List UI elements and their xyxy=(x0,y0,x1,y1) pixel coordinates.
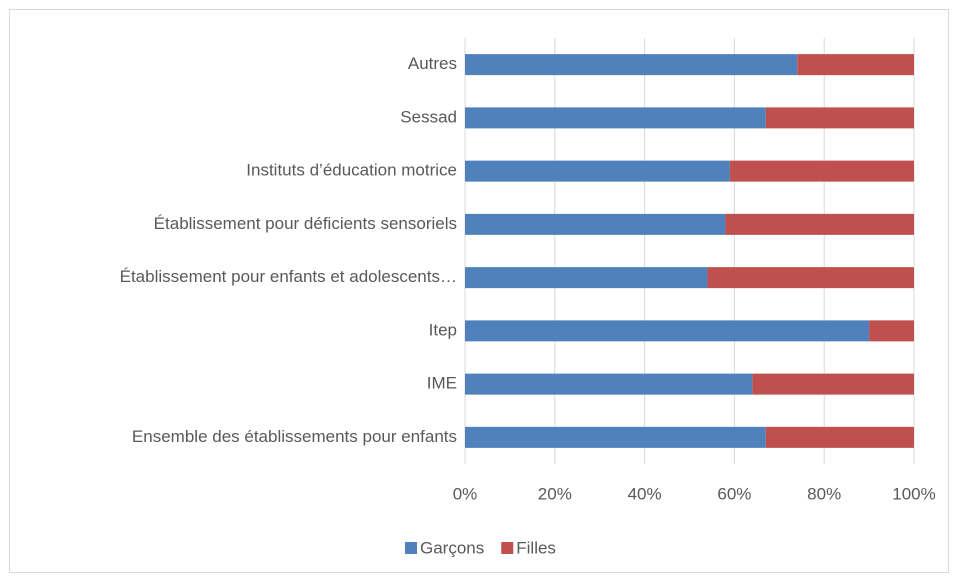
y-tick-label: Établissement pour enfants et adolescent… xyxy=(120,267,457,286)
x-tick-label: 60% xyxy=(717,484,751,503)
bar-segment xyxy=(752,373,914,395)
bar-segment xyxy=(465,267,708,289)
bar-segment xyxy=(725,213,914,235)
y-tick-label: Ensemble des établissements pour enfants xyxy=(132,427,457,446)
bar-segment xyxy=(465,426,766,448)
bar-segment xyxy=(465,160,730,182)
bar-segment xyxy=(465,213,726,235)
legend-swatch xyxy=(501,542,514,554)
x-tick-label: 0% xyxy=(453,484,478,503)
legend-label: Garçons xyxy=(420,538,484,557)
x-tick-label: 40% xyxy=(628,484,662,503)
y-tick-label: Itep xyxy=(429,320,457,339)
y-tick-label: Autres xyxy=(408,54,457,73)
y-tick-label: Instituts d’éducation motrice xyxy=(246,161,457,180)
bar-segment xyxy=(707,267,914,289)
bar-segment xyxy=(797,54,914,76)
bar-segment xyxy=(765,107,914,129)
x-tick-label: 80% xyxy=(807,484,841,503)
chart-border xyxy=(9,9,949,573)
legend-swatch xyxy=(405,542,417,554)
bar-segment xyxy=(765,426,914,448)
legend-label: Filles xyxy=(516,538,556,557)
x-tick-label: 20% xyxy=(538,484,572,503)
bar-segment xyxy=(869,320,914,342)
y-tick-label: IME xyxy=(427,374,457,393)
bar-segment xyxy=(465,107,766,129)
bar-segment xyxy=(729,160,914,182)
x-tick-label: 100% xyxy=(892,484,935,503)
bar-segment xyxy=(465,320,870,342)
bar-segment xyxy=(465,54,798,76)
bar-segment xyxy=(465,373,753,395)
y-tick-label: Établissement pour déficients sensoriels xyxy=(154,214,457,233)
y-tick-label: Sessad xyxy=(400,107,457,126)
